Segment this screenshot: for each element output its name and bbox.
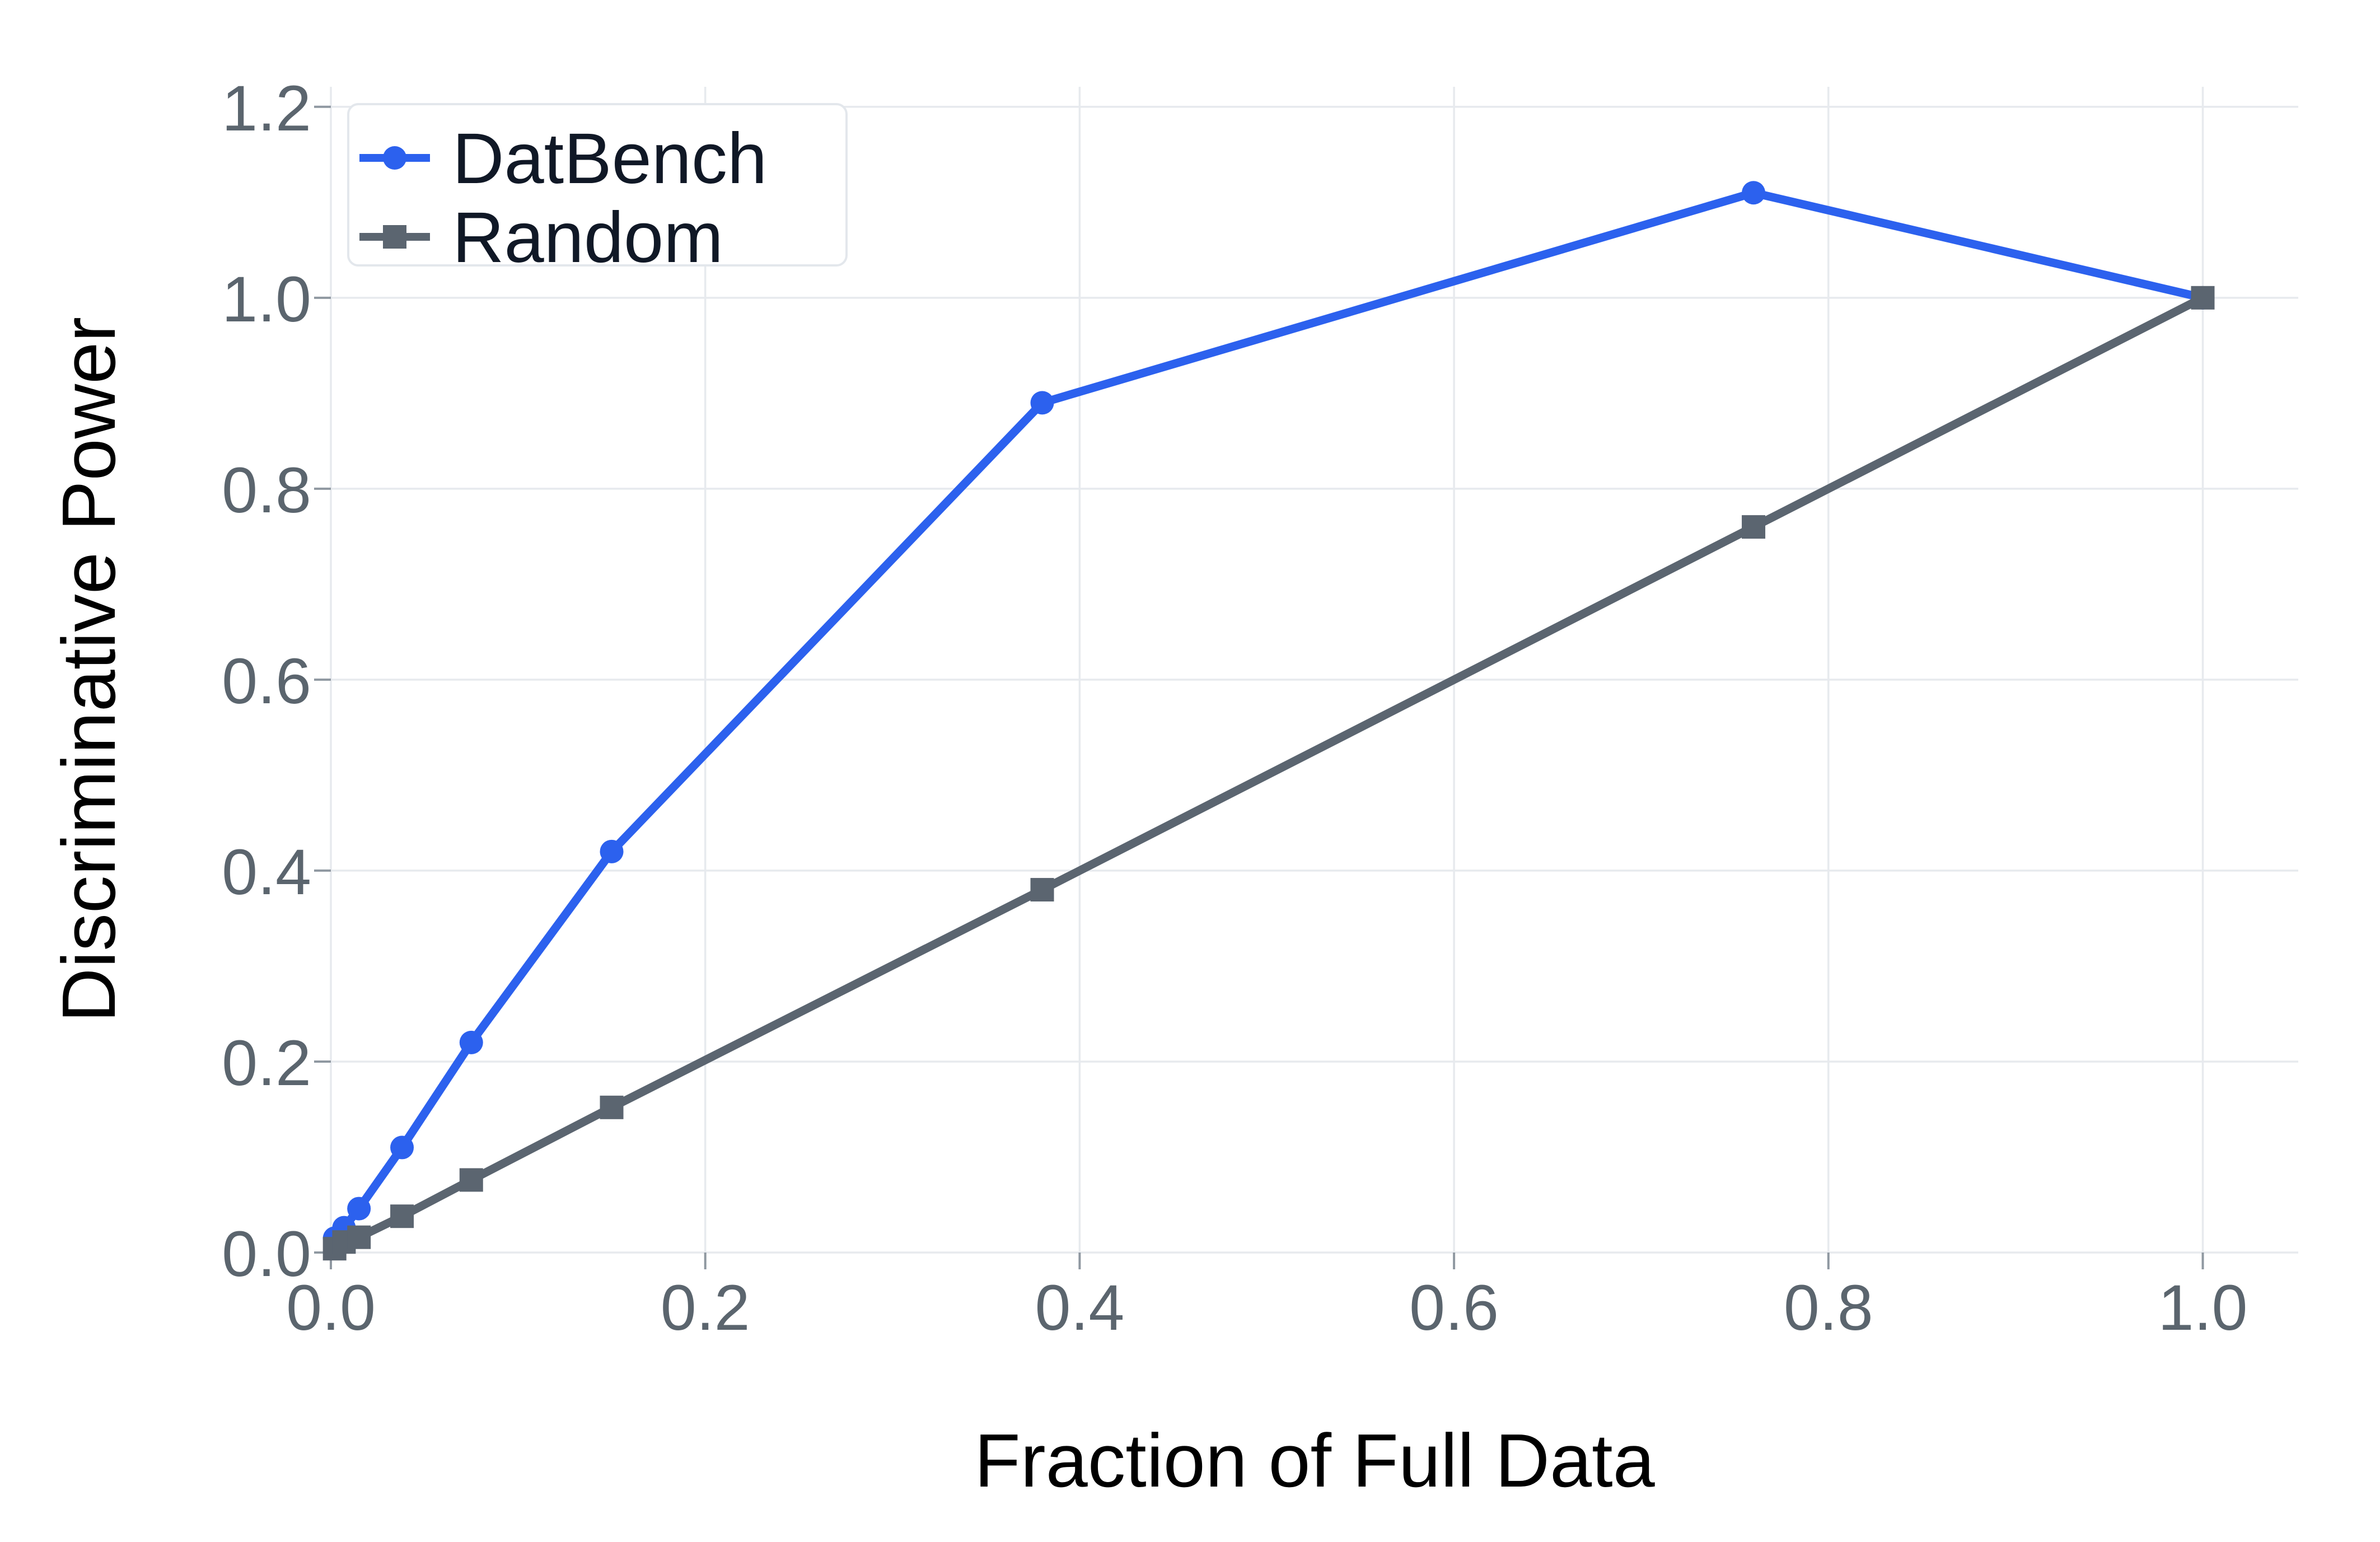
x-tick-label: 0.6 [1409,1272,1499,1344]
series-layer [322,181,2215,1261]
data-point-random [600,1095,624,1119]
data-point-datbench [1742,181,1766,205]
data-point-datbench [1030,391,1054,415]
data-point-random [347,1225,371,1249]
x-tick-label: 0.8 [1784,1272,1873,1344]
y-axis-title: Discriminative Power [46,317,131,1022]
x-tick-label: 1.0 [2158,1272,2248,1344]
data-point-random [390,1204,414,1228]
data-point-datbench [347,1197,371,1221]
legend-label-random: Random [452,198,723,278]
series-line-datbench [330,188,2207,1242]
legend-label-datbench: DatBench [452,119,767,199]
x-tick-label: 0.4 [1035,1272,1124,1344]
data-point-datbench [390,1136,414,1160]
data-point-datbench [600,839,624,863]
legend-circle-marker-icon [383,146,406,170]
data-point-random [459,1168,483,1192]
legend-square-marker-icon [383,225,406,249]
tick-layer [314,105,2204,1269]
x-axis-title: Fraction of Full Data [974,1418,1655,1503]
data-point-random [1030,878,1054,902]
data-point-random [2191,286,2215,310]
x-tick-label: 0.2 [661,1272,750,1344]
tick-label-layer: 0.0 0.2 0.4 0.6 0.8 1.0 0.0 0.2 0.4 0.6 0.8 1.0 1.2 [222,73,2247,1344]
grid-layer [330,87,2298,1254]
data-point-random [1742,515,1766,539]
y-tick-label: 0.6 [222,646,311,717]
y-tick-label: 0.2 [222,1027,311,1099]
data-point-datbench [459,1030,483,1054]
y-tick-label: 1.0 [222,264,311,335]
y-tick-label: 0.0 [222,1218,311,1290]
legend-box [347,103,848,267]
y-tick-label: 0.8 [222,455,311,526]
x-tick-label: 0.0 [286,1272,376,1344]
y-tick-label: 0.4 [222,837,311,908]
y-tick-label: 1.2 [222,73,311,144]
